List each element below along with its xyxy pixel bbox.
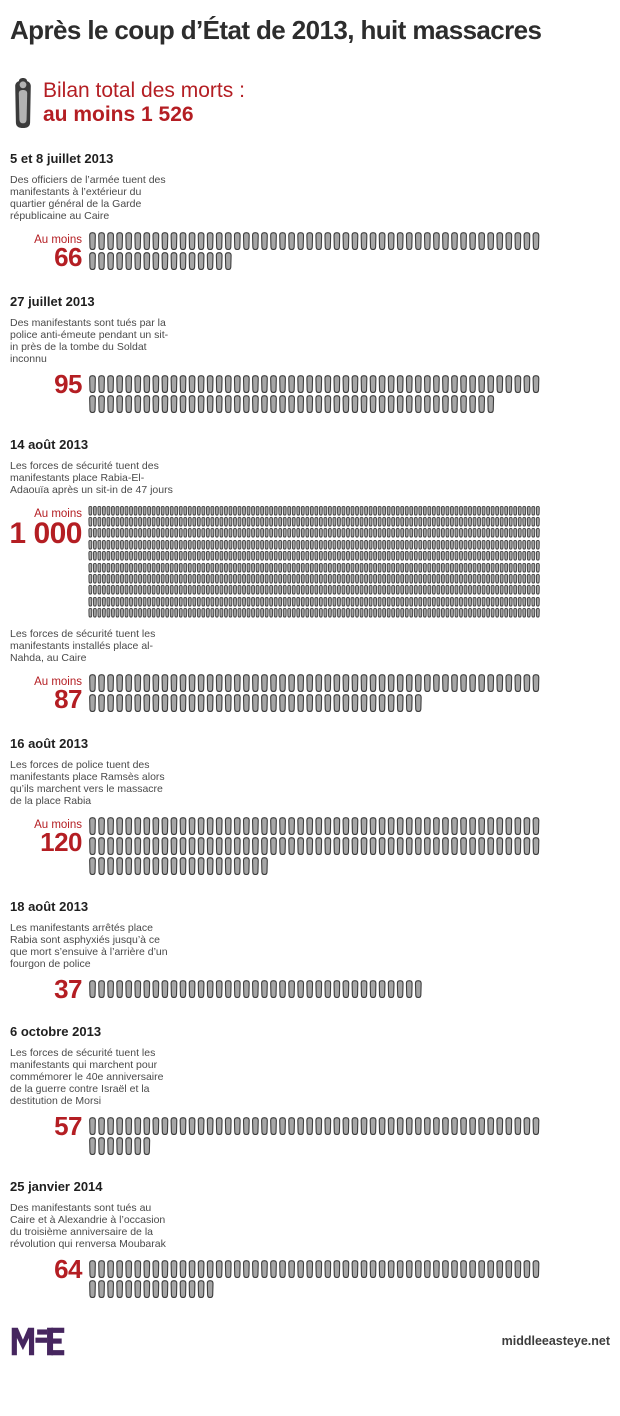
- death-toll-entry: 64: [10, 1253, 610, 1300]
- coffin-icon-row: [89, 673, 540, 692]
- death-toll-entry: Au moins 87: [10, 673, 610, 714]
- massacre-section: 14 août 2013 Les forces de sécurité tuen…: [9, 436, 610, 620]
- section-description: Des manifestants sont tués au Caire et à…: [10, 1201, 166, 1250]
- coffin-icon-grid: [88, 979, 610, 1000]
- coffin-icon-row: [88, 573, 540, 584]
- death-toll-value: 64: [54, 1253, 82, 1284]
- total-deaths-block: Bilan total des morts : au moins 1 526: [10, 77, 610, 129]
- section-date: 18 août 2013: [10, 898, 89, 914]
- death-toll-value: 87: [54, 683, 82, 714]
- coffin-icon-row: [89, 231, 540, 250]
- coffin-icon-grid: [88, 374, 610, 415]
- death-toll-entry: Au moins 1 000: [9, 505, 610, 620]
- infographic-page: Après le coup d’État de 2013, huit massa…: [0, 16, 620, 1357]
- section-description: Des officiers de l’armée tuent des manif…: [10, 173, 166, 222]
- massacre-section: 6 octobre 2013 Les forces de sécurité tu…: [10, 1024, 610, 1157]
- death-toll-label: 95: [10, 368, 88, 399]
- death-toll-value: 57: [54, 1110, 82, 1141]
- massacre-section: 27 juillet 2013 Des manifestants sont tu…: [10, 294, 610, 415]
- death-toll-value: 95: [54, 368, 82, 399]
- death-toll-qualifier: Au moins: [34, 675, 82, 688]
- coffin-icon-row: [88, 516, 540, 527]
- section-date: 25 janvier 2014: [10, 1178, 103, 1194]
- death-toll-label: Au moins 120: [10, 816, 88, 855]
- death-toll-label: Au moins 66: [10, 231, 88, 270]
- coffin-icon-row: [89, 394, 495, 413]
- section-date: 16 août 2013: [10, 735, 89, 751]
- death-toll-qualifier: Au moins: [34, 507, 82, 520]
- death-toll-entry: 57: [10, 1110, 610, 1157]
- section-description: Les forces de sécurité tuent des manifes…: [10, 459, 173, 496]
- coffin-icon-row: [88, 596, 540, 607]
- body-bag-icon: [15, 77, 31, 128]
- death-toll-label: 37: [10, 973, 88, 1004]
- section-description: Les forces de sécurité tuent les manifes…: [10, 1046, 164, 1107]
- coffin-icon-row: [89, 693, 422, 712]
- coffin-icon-row: [89, 251, 232, 270]
- massacre-sections: 5 et 8 juillet 2013 Des officiers de l’a…: [9, 151, 610, 1300]
- death-toll-entry: 37: [10, 973, 610, 1004]
- section-date: 5 et 8 juillet 2013: [10, 150, 114, 166]
- section-date: 14 août 2013: [10, 436, 89, 452]
- coffin-icon-row: [88, 608, 540, 618]
- section-description: Des manifestants sont tués par la police…: [10, 316, 169, 365]
- coffin-icon-row: [89, 979, 422, 998]
- section-date: 27 juillet 2013: [10, 293, 95, 309]
- death-toll-label: Au moins 1 000: [9, 505, 88, 550]
- coffin-icon-row: [89, 816, 540, 835]
- section-description: Les forces de police tuent des manifesta…: [10, 758, 165, 807]
- massacre-section: Les forces de sécurité tuent les manifes…: [10, 628, 610, 714]
- coffin-icon-row: [89, 836, 540, 855]
- coffin-icon-grid: [88, 673, 610, 714]
- coffin-icon-row: [89, 1136, 151, 1155]
- coffin-icon-grid: [88, 816, 610, 877]
- massacre-section: 18 août 2013 Les manifestants arrêtés pl…: [10, 899, 610, 1002]
- footer: middleeasteye.net: [10, 1326, 610, 1357]
- death-toll-label: Au moins 87: [10, 673, 88, 712]
- total-deaths-text: Bilan total des morts : au moins 1 526: [43, 77, 245, 127]
- mee-logo: [11, 1327, 65, 1355]
- death-toll-qualifier: Au moins: [34, 818, 82, 831]
- total-deaths-label: Bilan total des morts :: [43, 78, 245, 102]
- section-description: Les manifestants arrêtés place Rabia son…: [10, 921, 168, 970]
- death-toll-qualifier: Au moins: [34, 233, 82, 246]
- massacre-section: 25 janvier 2014 Des manifestants sont tu…: [10, 1179, 610, 1300]
- death-toll-value: 37: [54, 973, 82, 1004]
- coffin-icon-grid: [88, 1259, 610, 1300]
- coffin-icon-row: [88, 528, 540, 538]
- site-url: middleeasteye.net: [501, 1334, 610, 1348]
- coffin-icon-row: [88, 551, 540, 561]
- coffin-icon-row: [89, 1279, 214, 1298]
- coffin-icon-row: [88, 505, 540, 516]
- death-toll-value: 66: [54, 241, 82, 272]
- total-deaths-value: au moins 1 526: [43, 102, 194, 126]
- coffin-icon-row: [89, 1259, 540, 1278]
- coffin-icon-row: [88, 562, 540, 573]
- coffin-icon-row: [89, 1116, 540, 1135]
- page-title: Après le coup d’État de 2013, huit massa…: [10, 15, 542, 45]
- coffin-icon-row: [88, 539, 540, 550]
- death-toll-entry: Au moins 66: [10, 231, 610, 272]
- coffin-icon-grid: [88, 1116, 610, 1157]
- coffin-icon-row: [88, 585, 540, 595]
- death-toll-label: 57: [10, 1110, 88, 1141]
- death-toll-label: 64: [10, 1253, 88, 1284]
- death-toll-value: 120: [40, 826, 82, 857]
- coffin-icon-row: [89, 374, 540, 393]
- coffin-icon-grid: [88, 505, 610, 620]
- section-date: 6 octobre 2013: [10, 1023, 102, 1039]
- coffin-icon-grid: [88, 231, 610, 272]
- death-toll-entry: 95: [10, 368, 610, 415]
- massacre-section: 16 août 2013 Les forces de police tuent …: [10, 736, 610, 877]
- section-description: Les forces de sécurité tuent les manifes…: [10, 627, 156, 664]
- massacre-section: 5 et 8 juillet 2013 Des officiers de l’a…: [10, 151, 610, 272]
- coffin-icon-row: [89, 856, 268, 875]
- death-toll-value: 1 000: [9, 516, 82, 550]
- death-toll-entry: Au moins 120: [10, 816, 610, 877]
